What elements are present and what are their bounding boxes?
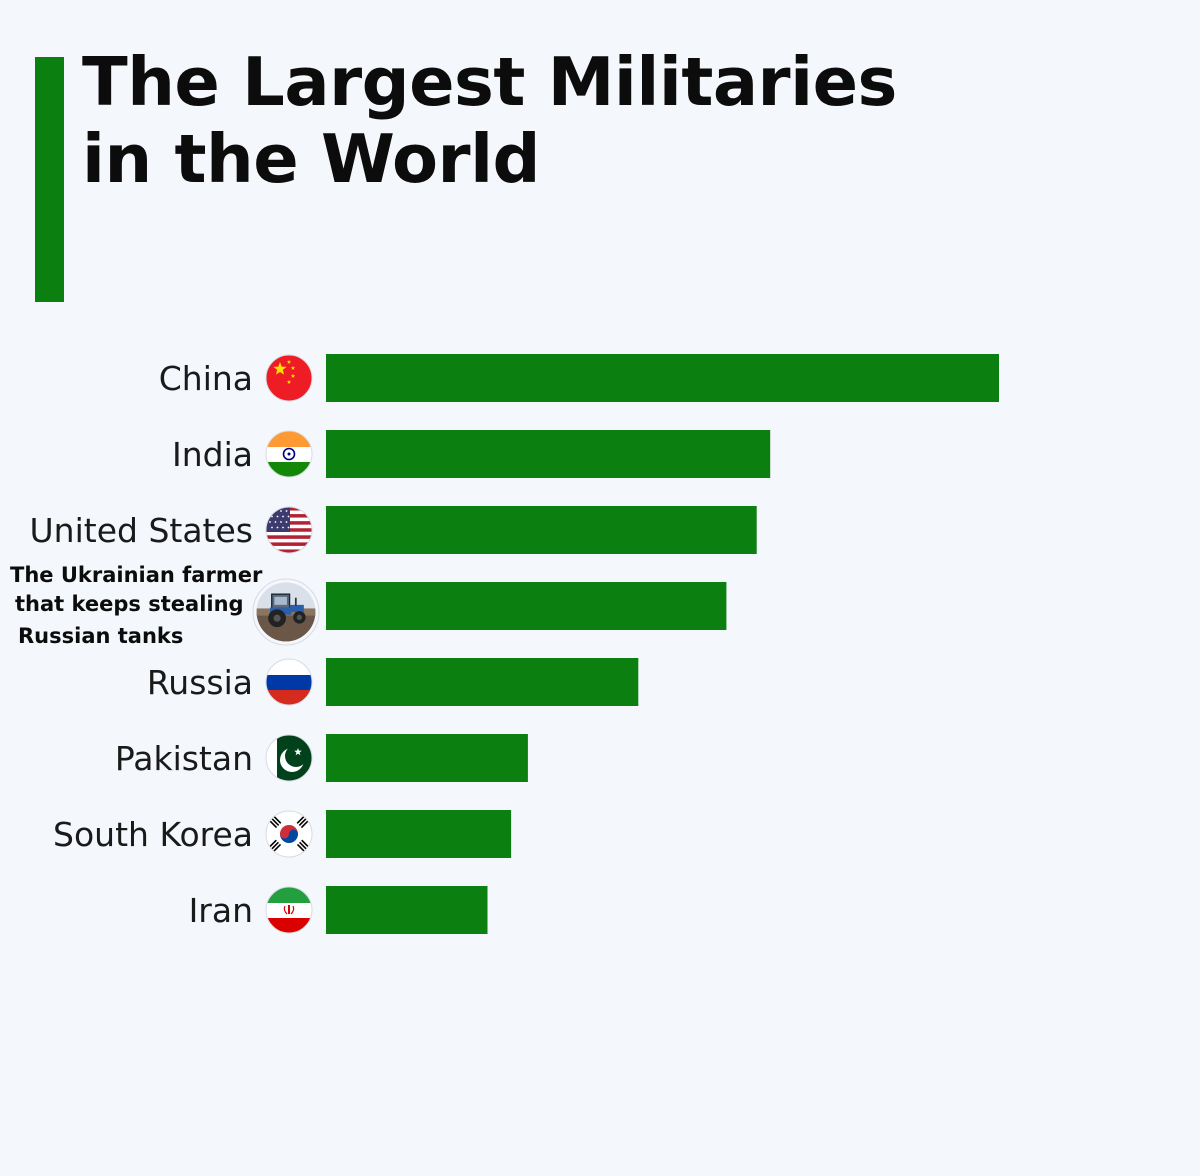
bars-layer — [326, 354, 999, 934]
bar-iran — [326, 886, 488, 934]
category-label-ukrainian-farmer-line-1: The Ukrainian farmer — [10, 563, 263, 587]
category-label-india: India — [172, 435, 253, 474]
south-korea-flag-icon — [265, 810, 313, 858]
category-label-ukrainian-farmer-line-2: that keeps stealing — [15, 592, 244, 616]
category-label-russia: Russia — [147, 663, 253, 702]
bar-russia — [326, 658, 639, 706]
category-label-iran: Iran — [189, 891, 253, 930]
category-label-south-korea: South Korea — [53, 815, 253, 854]
bar-india — [326, 430, 771, 478]
chart-title-line-2: in the World — [82, 120, 540, 198]
bar-pakistan — [326, 734, 528, 782]
chart-title-line-1: The Largest Militaries — [82, 43, 897, 121]
category-label-pakistan: Pakistan — [115, 739, 253, 778]
bar-ukrainian-farmer — [326, 582, 727, 630]
us-flag-icon — [265, 506, 313, 554]
category-label-united-states: United States — [30, 511, 253, 550]
title-accent-bar — [35, 57, 64, 302]
china-flag-icon — [265, 354, 313, 402]
category-label-china: China — [159, 359, 253, 398]
bar-south-korea — [326, 810, 512, 858]
bar-china — [326, 354, 999, 402]
russia-flag-icon — [265, 658, 313, 706]
bar-united-states — [326, 506, 757, 554]
labels-layer: China India United States The Ukrainian far… — [10, 359, 263, 930]
pakistan-flag-icon — [265, 734, 313, 782]
category-label-ukrainian-farmer-line-3: Russian tanks — [18, 624, 183, 648]
india-flag-icon — [265, 430, 313, 478]
iran-flag-icon — [265, 886, 313, 934]
icons-layer — [252, 354, 320, 934]
tractor-photo-icon — [252, 578, 320, 646]
chart-title: The Largest Militaries in the World — [82, 44, 897, 198]
